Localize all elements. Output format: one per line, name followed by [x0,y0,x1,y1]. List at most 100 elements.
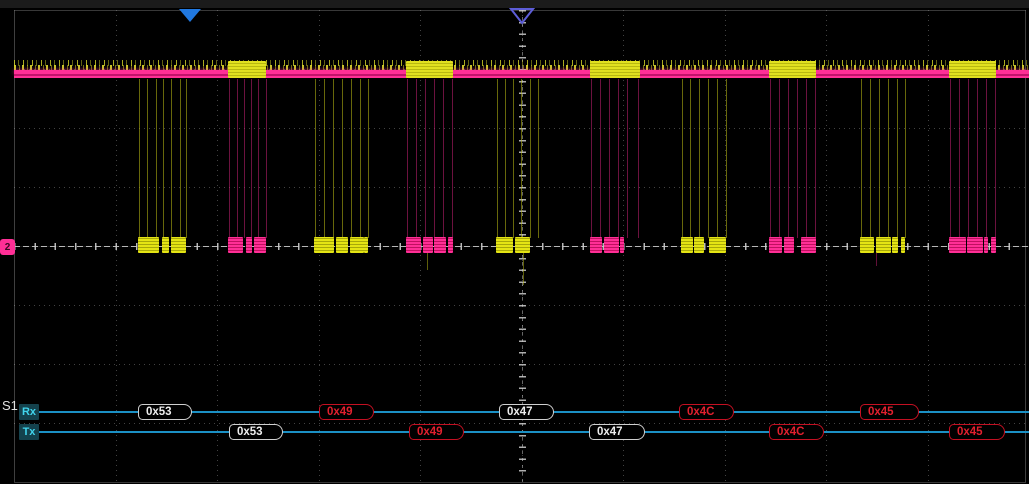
burst-edge-yellow [682,79,683,238]
burst-edge-yellow [368,79,369,238]
top-margin-strip [0,0,1029,8]
burst-edge-pink [986,79,987,238]
bus-s1-label: S1 [2,398,18,413]
decode-bubble-tx: 0x47 [589,424,645,440]
channel2-offset-label: 2 [4,241,11,253]
burst-edge-pink [600,79,601,238]
burst-edge-pink [959,79,960,238]
burst-edge-yellow [163,79,164,238]
burst-edge-pink [779,79,780,238]
burst-block-yellow [681,237,693,253]
decode-bubble-tx: 0x45 [949,424,1005,440]
burst-block-pink [228,237,243,253]
burst-edge-pink [434,79,435,238]
burst-edge-pink [452,79,453,238]
burst-edge-yellow [879,79,880,238]
burst-edge-yellow [708,79,709,238]
burst-edge-yellow [342,79,343,238]
burst-edge-pink [609,79,610,238]
burst-edge-yellow [888,79,889,238]
burst-edge-yellow [521,79,522,238]
channel1-noise-lower [14,65,1029,70]
burst-block-pink [246,237,252,253]
burst-block-yellow [876,237,891,253]
burst-edge-pink [416,79,417,238]
burst-edge-yellow [861,79,862,238]
burst-edge-pink [968,79,969,238]
burst-edge-yellow [530,79,531,238]
burst-block-yellow [496,237,513,253]
burst-edge-pink [788,79,789,238]
burst-block-pink [434,237,446,253]
burst-edge-yellow [497,79,498,238]
decode-tx-line [39,431,1029,433]
burst-edge-yellow [538,79,539,238]
decode-bubble-rx: 0x4C [679,404,734,420]
trigger-position-marker-icon[interactable] [179,9,201,22]
burst-edge-yellow [897,79,898,238]
decode-bubble-rx: 0x49 [319,404,374,420]
decode-bubble-rx: 0x53 [138,404,192,420]
burst-edge-yellow [870,79,871,238]
burst-block-yellow [171,237,186,253]
burst-edge-yellow [717,79,718,238]
burst-edge-yellow [699,79,700,238]
channel1-high-block [949,61,996,78]
channel1-high-block [228,61,266,78]
burst-block-pink [801,237,816,253]
burst-edge-yellow [186,79,187,238]
burst-edge-pink [229,79,230,238]
burst-block-yellow [694,237,704,253]
burst-block-yellow [515,237,530,253]
burst-edge-yellow [315,79,316,238]
burst-edge-pink [806,79,807,238]
decode-rx-chip: Rx [19,404,39,420]
burst-edge-pink [815,79,816,238]
burst-block-yellow [892,237,898,253]
burst-block-yellow [860,237,874,253]
burst-block-pink [784,237,794,253]
burst-edge-pink [237,79,238,238]
burst-edge-pink [995,79,996,238]
channel2-offset-marker[interactable]: 2 [0,239,15,255]
burst-edge-pink [591,79,592,238]
decode-tx-label: Tx [22,426,36,438]
decode-bubble-tx: 0x49 [409,424,464,440]
burst-block-yellow [336,237,348,253]
decode-tx-chip: Tx [19,424,39,440]
trigger-delay-marker-icon[interactable] [509,7,535,25]
burst-edge-pink [618,79,619,238]
burst-block-pink [423,237,433,253]
burst-block-yellow [350,237,364,253]
burst-block-yellow [314,237,334,253]
burst-edge-pink [797,79,798,238]
decode-bubble-rx: 0x47 [499,404,554,420]
burst-edge-pink [266,79,267,238]
burst-edge-yellow [147,79,148,238]
burst-edge-pink [407,79,408,238]
burst-block-yellow [138,237,159,253]
burst-edge-pink [977,79,978,238]
decode-bubble-tx: 0x4C [769,424,824,440]
burst-block-pink [769,237,782,253]
burst-block-pink [949,237,966,253]
burst-edge-pink [251,79,252,238]
burst-edge-yellow [690,79,691,238]
burst-edge-pink [638,79,639,238]
burst-edge-pink [443,79,444,238]
burst-block-pink [984,237,988,253]
burst-block-pink [406,237,421,253]
decode-bubble-rx: 0x45 [860,404,919,420]
burst-edge-pink [244,79,245,238]
burst-block-pink [967,237,983,253]
channel2-high-trace [14,70,1029,74]
burst-edge-yellow [139,79,140,238]
burst-block-yellow [709,237,726,253]
burst-block-pink [991,237,996,253]
burst-block-pink [604,237,619,253]
channel1-high-block [769,61,816,78]
burst-edge-pink [425,79,426,238]
channel1-high-block [406,61,453,78]
burst-block-pink [620,237,624,253]
